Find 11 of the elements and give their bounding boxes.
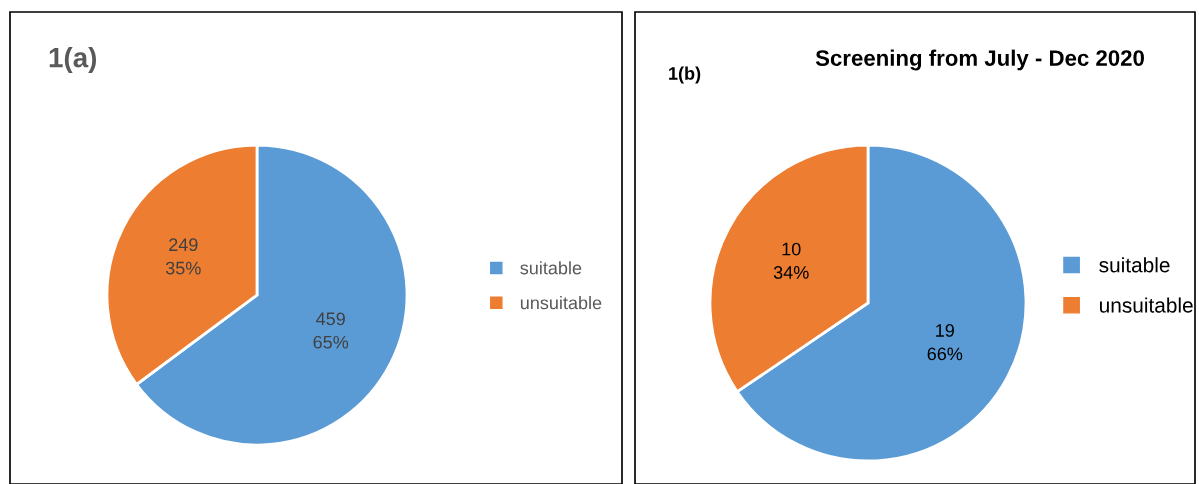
- legend-label: suitable: [1099, 257, 1170, 273]
- data-label: 459 65%: [313, 312, 349, 349]
- data-label: 249 35%: [165, 238, 201, 275]
- legend-label: suitable: [520, 261, 582, 275]
- text: 1(b): [669, 66, 701, 84]
- data-label: 19 66%: [927, 324, 963, 361]
- chart-title: 1(a): [49, 47, 97, 73]
- chart-title: Screening from July - Dec 2020: [815, 49, 1144, 71]
- legend-label: unsuitable: [520, 296, 602, 310]
- data-label: 10 34%: [773, 242, 809, 279]
- legend-label: unsuitable: [1100, 297, 1193, 313]
